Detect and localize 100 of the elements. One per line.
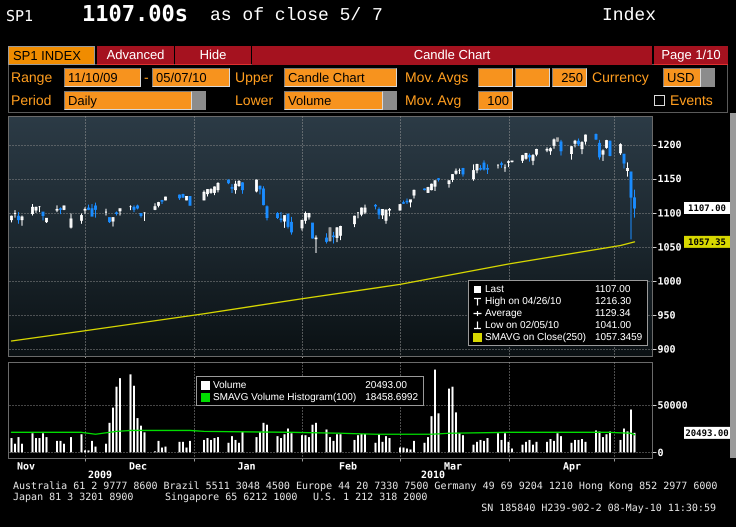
y-tick-label: 1050 [658,242,682,254]
candlestick [216,182,220,193]
bar [214,438,216,452]
candlestick [262,186,265,206]
annotation: 18458.6992 [365,392,418,402]
candlestick [384,208,388,224]
bar [164,446,166,452]
text: 1107.00s [82,2,188,27]
bar [528,440,530,452]
annotation: Average [485,308,524,318]
candlestick [608,140,612,157]
bar [388,438,390,452]
bar [158,440,160,452]
bar [385,436,387,452]
bar [595,430,597,452]
annotation: 1107.00 [594,284,632,294]
annotation: Last [485,284,505,294]
annotation: 1041.00 [594,320,632,330]
text: Japan 81 3 3201 8900 [13,492,134,503]
bar [360,434,362,452]
text: SN 185840 H239-902-2 08-May-10 11:30:59 [481,503,716,514]
input-field: 250 [552,68,587,87]
text: - [144,69,149,85]
x-tick-label: Dec [128,462,148,472]
bar [556,433,558,452]
annotation: 20493.00 [365,380,408,390]
candlestick [378,206,380,220]
annotation: Low on 02/05/10 [485,320,560,330]
text: SP1 [6,7,34,25]
text: Mov. Avg [405,92,462,108]
bar [525,442,527,452]
candlestick [314,234,318,254]
candlestick [434,180,436,192]
candlestick [602,148,604,162]
text: 1057.35 [688,238,726,248]
candlestick [472,164,475,182]
bar [189,440,191,452]
bar [340,434,342,452]
text: Period [11,92,52,108]
x-tick-label: Mar [444,462,462,472]
y-tick-label: 950 [658,310,676,322]
bar [130,374,132,452]
candlestick [332,231,335,244]
bar [217,437,219,452]
x-tick-label: Apr [562,462,582,472]
bar [550,438,552,452]
bar [60,440,62,452]
input-field: Volume [284,91,383,110]
y-tick-label: 1100 [658,208,682,220]
bar [413,440,415,452]
bar [448,388,450,452]
candlestick [619,142,622,156]
y-tick-label: 1150 [658,174,682,186]
candlestick [626,162,629,178]
bar [598,431,600,452]
bar [336,434,338,452]
candlestick [560,139,562,156]
bar [402,448,404,452]
text: Index [602,6,656,26]
bar [578,440,580,452]
text: Range [11,69,52,85]
bar [378,434,380,452]
bar [609,431,611,452]
bar [287,428,289,452]
title-bar: Candle Chart [252,46,652,65]
candlestick [486,164,489,174]
bar [91,440,93,452]
candlestick [328,226,332,242]
bar [42,433,44,452]
candlestick [266,204,268,221]
bar [178,442,180,452]
bar [231,436,233,452]
candlestick [325,232,328,244]
bar [276,436,278,452]
candlestick [304,210,307,224]
candlestick [234,180,237,194]
text: 2009 [88,470,112,481]
y-tick-label: 1000 [658,276,682,288]
input-field: 100 [478,91,513,110]
y-tick-label: 900 [658,344,676,356]
candlestick [364,204,366,215]
bar [560,436,562,452]
x-tick-label: Feb [338,462,358,472]
bar [312,424,314,452]
text: Upper [235,69,274,85]
legend-label: Volume [213,380,248,390]
bar [56,440,58,452]
legend-label: SMAVG on Close(250) [485,332,586,342]
bar [18,437,20,452]
bar [304,435,306,452]
candlestick [339,225,342,241]
bar [406,448,408,452]
y-tick-label: 0 [658,448,664,459]
bar [504,433,506,452]
bar [399,448,401,452]
candlestick [80,213,83,224]
text: 2010 [420,470,446,481]
bar [266,424,268,452]
annotation: 1216.30 [594,296,632,306]
bar [486,438,488,452]
